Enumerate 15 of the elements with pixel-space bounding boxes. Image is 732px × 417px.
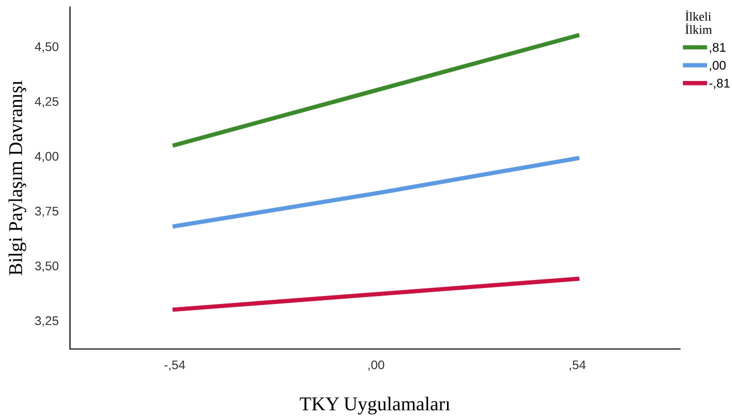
y-axis-title: Bilgi Paylaşım Davranışı <box>8 80 26 276</box>
legend-label: ,00 <box>710 60 726 72</box>
y-tick-label: 3,75 <box>35 206 58 218</box>
x-tick-label: -,54 <box>164 360 186 371</box>
legend-label: ,81 <box>710 42 726 54</box>
y-tick-label: 4,25 <box>34 97 58 108</box>
y-tick-label: 4,00 <box>34 152 58 162</box>
y-tick-label: 3,50 <box>35 261 58 272</box>
y-tick-label: 3,25 <box>35 316 58 327</box>
legend-title: İlkeli İlkim <box>685 10 712 34</box>
legend-label: -,81 <box>709 78 730 90</box>
y-tick-label: 4,50 <box>34 42 58 53</box>
x-tick-label: ,54 <box>570 360 586 371</box>
x-axis-title: TKY Uygulamaları <box>300 396 450 414</box>
x-tick-label: ,00 <box>368 360 384 371</box>
